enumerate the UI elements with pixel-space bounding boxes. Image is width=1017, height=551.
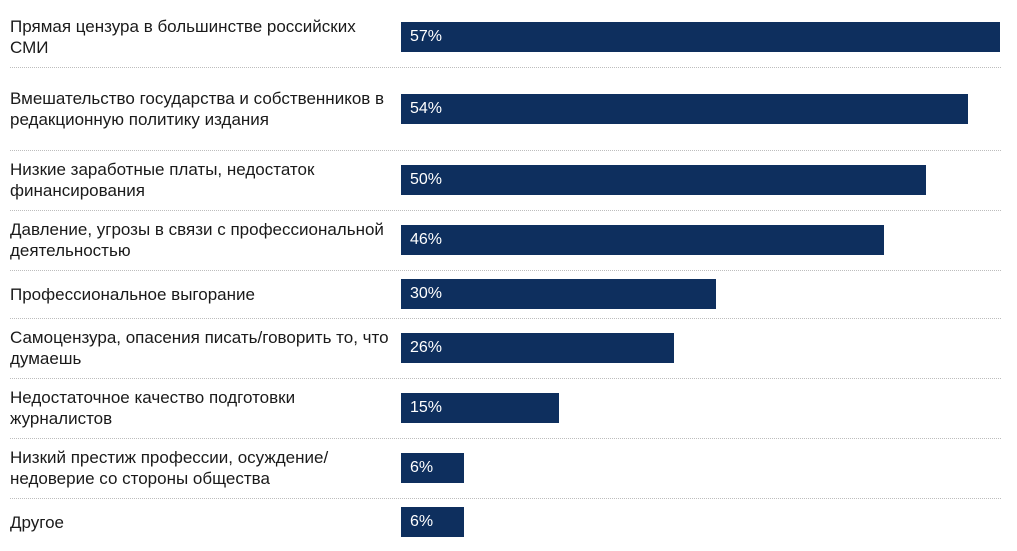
bar: 26%	[401, 333, 674, 363]
bar: 57%	[401, 22, 1000, 52]
bar: 15%	[401, 393, 559, 423]
bar: 50%	[401, 165, 926, 195]
bar-value-label: 50%	[410, 171, 443, 188]
bar-value-label: 46%	[410, 231, 443, 248]
bar-value-label: 15%	[410, 399, 443, 416]
bar-value-label: 54%	[410, 100, 443, 117]
category-label: Вмешательство государства и собственнико…	[10, 89, 385, 129]
bar-value-label: 6%	[410, 513, 434, 530]
category-label: Другое	[10, 512, 65, 532]
row-divider	[10, 150, 1001, 151]
row-divider	[10, 498, 1001, 499]
category-label: Недостаточное качество подготовки журнал…	[10, 388, 296, 428]
bar-value-label: 57%	[410, 28, 443, 45]
bar: 30%	[401, 279, 716, 309]
category-label: Низкий престиж профессии, осуждение/недо…	[10, 448, 329, 488]
bar-value-label: 30%	[410, 285, 443, 302]
bar: 6%	[401, 453, 464, 483]
category-label: Самоцензура, опасения писать/говорить то…	[10, 328, 389, 368]
row-divider	[10, 210, 1001, 211]
category-label: Низкие заработные платы, недостаток фина…	[10, 160, 315, 200]
row-divider	[10, 378, 1001, 379]
row-divider	[10, 438, 1001, 439]
bar: 46%	[401, 225, 884, 255]
category-label: Давление, угрозы в связи с профессиональ…	[10, 220, 384, 260]
row-divider	[10, 318, 1001, 319]
bar: 6%	[401, 507, 464, 537]
bar-value-label: 6%	[410, 459, 434, 476]
category-label: Прямая цензура в большинстве российских …	[10, 17, 356, 57]
category-label: Профессиональное выгорание	[10, 284, 255, 304]
row-divider	[10, 270, 1001, 271]
row-divider	[10, 67, 1001, 68]
bar: 54%	[401, 94, 968, 124]
bar-value-label: 26%	[410, 339, 443, 356]
